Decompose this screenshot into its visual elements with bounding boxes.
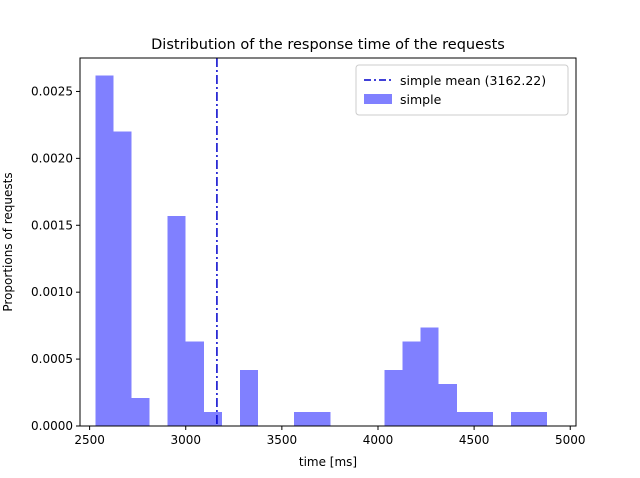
y-tick-label: 0.0025: [31, 84, 73, 98]
histogram-bar: [113, 131, 132, 426]
histogram-bar: [420, 327, 439, 426]
y-tick-label: 0.0020: [31, 151, 73, 165]
histogram-bar: [511, 411, 530, 426]
y-tick-label: 0.0015: [31, 218, 73, 232]
histogram-bar: [167, 215, 186, 426]
histogram-bar: [95, 75, 114, 426]
histogram-bar: [294, 411, 313, 426]
histogram-bar: [203, 411, 222, 426]
x-tick-label: 5000: [555, 433, 586, 447]
histogram-bar: [438, 383, 457, 426]
y-tick-label: 0.0000: [31, 419, 73, 433]
histogram-bar: [384, 369, 403, 426]
histogram-bar: [185, 341, 204, 426]
legend-box: [355, 64, 569, 116]
legend: simple mean (3162.22) simple: [355, 64, 569, 116]
legend-patch-sample: [364, 94, 392, 104]
legend-label-mean: simple mean (3162.22): [400, 73, 546, 88]
histogram-bar: [529, 411, 548, 426]
chart-title: Distribution of the response time of the…: [151, 37, 505, 53]
histogram-bar: [131, 397, 150, 426]
x-tick-label: 3500: [267, 433, 298, 447]
histogram-bar: [312, 411, 331, 426]
y-axis-label: Proportions of requests: [1, 172, 15, 311]
y-tick-label: 0.0005: [31, 352, 73, 366]
bars-group: [95, 75, 548, 426]
plot-frame: [79, 57, 577, 427]
histogram-bar: [239, 369, 259, 426]
y-tick-label: 0.0010: [31, 285, 73, 299]
histogram-bar: [474, 411, 493, 426]
x-tick-label: 3000: [170, 433, 201, 447]
x-tick-label: 4000: [363, 433, 394, 447]
x-axis: 2500 3000 3500 4000 4500 5000: [74, 426, 586, 447]
x-tick-label: 4500: [459, 433, 490, 447]
histogram-bar: [402, 341, 421, 426]
x-tick-label: 2500: [74, 433, 105, 447]
histogram-bar: [456, 411, 475, 426]
legend-label-simple: simple: [400, 92, 442, 107]
x-axis-label: time [ms]: [299, 455, 357, 469]
y-axis: 0.0000 0.0005 0.0010 0.0015 0.0020 0.0025: [31, 84, 80, 433]
